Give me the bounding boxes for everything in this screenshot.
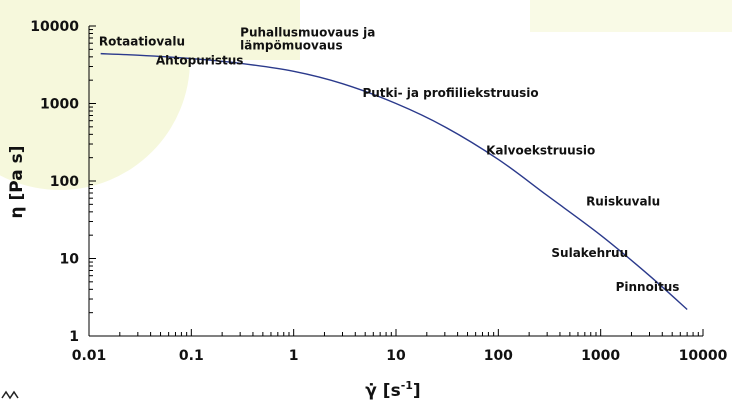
y-tick-label: 10000 (30, 19, 79, 35)
y-tick-label: 100 (50, 174, 79, 190)
background-gear-shape (0, 0, 732, 190)
process-annotation: Pinnoitus (616, 280, 680, 294)
x-tick-label: 0.01 (72, 348, 107, 364)
corner-logo-icon (1, 390, 19, 400)
process-annotation: Rotaatiovalu (99, 35, 185, 49)
process-annotation: Putki- ja profiiliekstruusio (362, 86, 538, 100)
process-annotation: Kalvoekstruusio (486, 143, 595, 157)
x-tick-label: 1 (289, 348, 299, 364)
x-tick-label: 100 (484, 348, 513, 364)
process-annotation: lämpömuovaus (240, 38, 342, 52)
process-annotation: Ruiskuvalu (586, 195, 660, 209)
process-annotation: Puhallusmuovaus ja (240, 26, 375, 40)
y-tick-label: 10 (60, 252, 80, 268)
x-tick-label: 10 (386, 348, 406, 364)
y-axis-title: η [Pa s] (7, 145, 27, 218)
y-tick-label: 1 (69, 329, 79, 345)
series (100, 52, 688, 310)
x-axis-title: γ̇ [s-1] (365, 379, 420, 401)
process-annotation: Ahtopuristus (156, 53, 244, 67)
viscosity-curve (100, 52, 688, 310)
y-tick-label: 1000 (40, 97, 79, 113)
x-tick-label: 1000 (581, 348, 620, 364)
axis-titles: η [Pa s] γ̇ [s-1] (7, 145, 421, 401)
process-annotation: Sulakehruu (551, 246, 628, 260)
ticks: 0.01 0.1 1 10 100 1000 10000 1 10 100 1000 10000 (30, 19, 727, 364)
annotations: Rotaatiovalu Ahtopuristus Puhallusmuovaus … (99, 26, 679, 294)
x-tick-label: 10000 (679, 348, 728, 364)
x-tick-label: 0.1 (179, 348, 204, 364)
